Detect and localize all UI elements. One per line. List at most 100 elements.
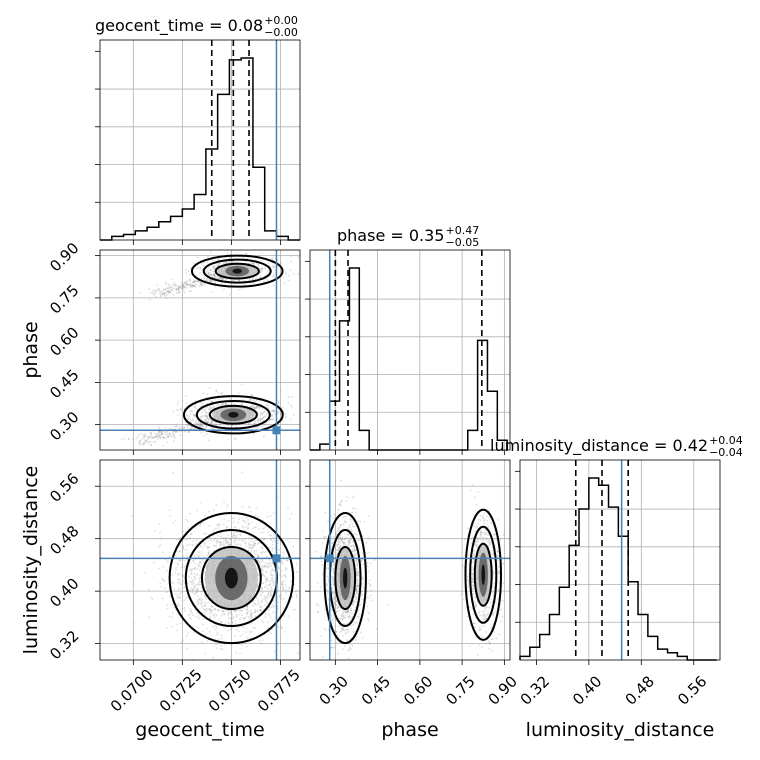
scatter-point (272, 410, 275, 413)
scatter-point (271, 574, 274, 577)
scatter-point (249, 510, 252, 513)
scatter-point (173, 588, 176, 591)
scatter-point (182, 546, 185, 549)
scatter-point (238, 538, 240, 541)
scatter-point (167, 283, 170, 286)
scatter-point (173, 436, 176, 439)
scatter-point (139, 439, 141, 442)
scatter-point (240, 609, 243, 612)
scatter-point (333, 582, 335, 585)
scatter-point (249, 282, 251, 285)
scatter-point (320, 555, 323, 558)
density-shade-3 (343, 567, 348, 589)
scatter-point (169, 291, 171, 294)
scatter-point (201, 284, 203, 287)
scatter-point (207, 608, 210, 610)
scatter-point (366, 590, 369, 593)
scatter-point (219, 423, 222, 426)
scatter-point (490, 521, 493, 524)
scatter-point (223, 543, 225, 546)
scatter-point (172, 580, 175, 583)
scatter-point (257, 553, 259, 556)
scatter-point (180, 408, 183, 411)
scatter-point (166, 569, 168, 572)
scatter-point (262, 412, 265, 415)
scatter-point (260, 592, 263, 595)
scatter-point (209, 280, 212, 283)
scatter-point (176, 574, 179, 576)
scatter-point (152, 441, 155, 443)
scatter-point (274, 413, 276, 416)
scatter-point (288, 541, 291, 544)
scatter-point (179, 536, 182, 539)
scatter-point (330, 539, 332, 542)
scatter-point (322, 529, 324, 532)
scatter-point (326, 591, 329, 594)
scatter-point (182, 555, 185, 557)
scatter-point (249, 536, 252, 539)
scatter-point (242, 519, 245, 522)
scatter-point (354, 630, 357, 633)
scatter-point (191, 284, 194, 286)
scatter-point (354, 622, 357, 625)
scatter-point (326, 584, 329, 586)
scatter-point (228, 543, 231, 546)
scatter-point (262, 569, 265, 572)
scatter-point (343, 616, 346, 619)
scatter-point (201, 269, 204, 272)
scatter-point (193, 568, 196, 570)
scatter-point (167, 436, 170, 438)
scatter-point (348, 615, 351, 618)
scatter-point (228, 278, 231, 281)
scatter-point (184, 285, 187, 287)
scatter-point (242, 617, 245, 620)
title-luminosity_distance: luminosity_distance = 0.42 (490, 436, 708, 456)
scatter-point (268, 613, 271, 616)
title-eq-luminosity_distance: = (649, 436, 673, 455)
scatter-point (189, 428, 192, 430)
scatter-point (231, 620, 234, 623)
scatter-point (199, 271, 202, 274)
scatter-point (178, 594, 180, 597)
scatter-point (232, 615, 235, 618)
scatter-point (205, 425, 208, 427)
scatter-point (260, 259, 263, 262)
scatter-point (204, 514, 207, 517)
scatter-point (183, 560, 186, 562)
scatter-point (231, 260, 234, 263)
panel-geocent_time-vs-luminosity_distance-truth-marker (272, 554, 281, 563)
scatter-point (253, 420, 256, 423)
scatter-point (215, 424, 218, 427)
scatter-point (355, 580, 358, 582)
scatter-point (357, 584, 360, 587)
scatter-point (220, 648, 222, 650)
scatter-point (257, 559, 259, 562)
scatter-point (192, 280, 195, 283)
scatter-point (173, 287, 176, 290)
scatter-point (271, 265, 274, 267)
scatter-point (267, 406, 270, 409)
scatter-point (181, 287, 183, 290)
scatter-point (206, 421, 208, 424)
scatter-point (280, 261, 283, 264)
scatter-point (348, 616, 350, 618)
scatter-point (158, 545, 160, 548)
scatter-point (197, 555, 199, 558)
scatter-point (200, 424, 203, 426)
scatter-point (176, 284, 179, 287)
scatter-point (331, 618, 334, 621)
scatter-point (271, 577, 274, 580)
scatter-point (332, 616, 335, 619)
scatter-point (183, 427, 186, 429)
scatter-point (252, 262, 255, 265)
scatter-point (234, 536, 237, 539)
scatter-point (193, 285, 196, 288)
scatter-point (164, 431, 166, 434)
scatter-point (259, 276, 262, 279)
scatter-point (348, 541, 351, 544)
scatter-point (202, 425, 204, 428)
scatter-point (220, 532, 223, 535)
scatter-point (324, 511, 327, 514)
scatter-point (317, 610, 320, 613)
scatter-point (256, 542, 259, 545)
